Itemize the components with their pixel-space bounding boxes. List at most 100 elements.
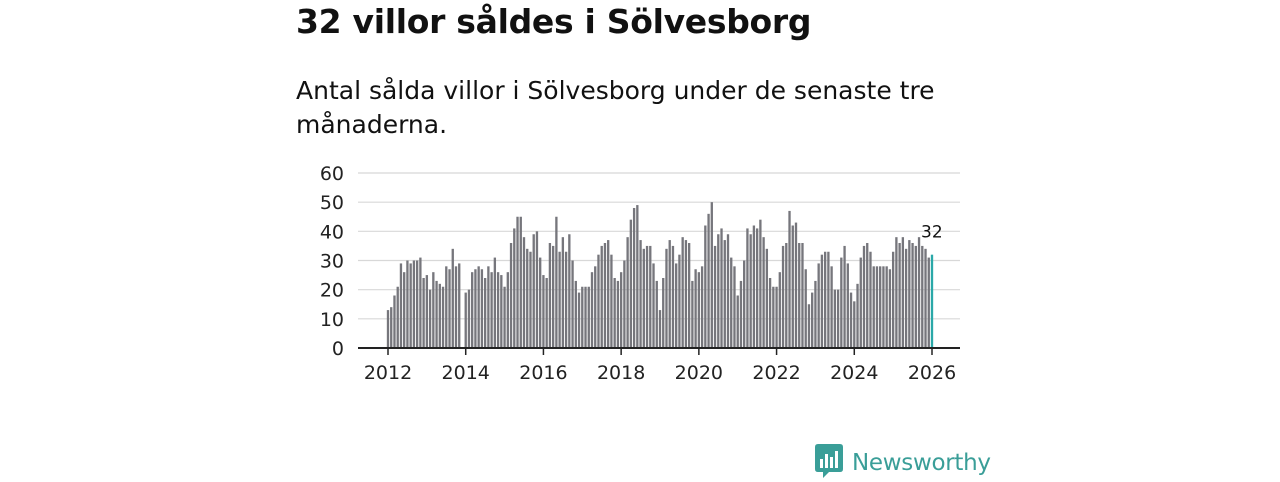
bar <box>739 280 743 348</box>
bar <box>859 257 862 348</box>
bar <box>743 260 746 348</box>
bar <box>513 228 516 348</box>
newsworthy-logo[interactable]: Newsworthy <box>815 444 991 480</box>
bar <box>804 269 807 348</box>
bar <box>921 245 924 348</box>
bar <box>642 248 645 348</box>
bar <box>814 280 817 348</box>
bar <box>710 202 713 348</box>
bar <box>755 228 759 348</box>
chart-subtitle: Antal sålda villor i Sölvesborg under de… <box>296 76 935 139</box>
bar <box>856 283 859 348</box>
bar <box>720 228 723 348</box>
bar <box>697 272 701 348</box>
bar <box>542 275 545 348</box>
bar <box>406 260 409 348</box>
bar <box>704 225 707 348</box>
bar <box>500 275 503 348</box>
x-tick-label: 2016 <box>519 362 567 384</box>
bar <box>467 289 471 348</box>
bar <box>619 272 623 348</box>
bar <box>875 266 879 348</box>
bar <box>901 237 905 348</box>
bar <box>636 205 639 348</box>
bar <box>561 237 565 348</box>
bar <box>801 243 804 348</box>
bar <box>694 269 697 348</box>
bar <box>765 248 769 348</box>
bar <box>898 243 901 348</box>
bar <box>399 263 403 348</box>
bar <box>862 245 866 348</box>
bar <box>471 272 474 348</box>
bar <box>639 240 642 348</box>
bar <box>879 266 882 348</box>
bar <box>772 286 775 348</box>
x-tick-label: 2020 <box>675 362 723 384</box>
bar <box>843 245 846 348</box>
bar <box>594 266 597 348</box>
bar <box>687 243 691 348</box>
bar <box>730 257 733 348</box>
bar <box>474 269 477 348</box>
bar <box>778 272 781 348</box>
bar <box>866 243 869 348</box>
bar <box>522 237 526 348</box>
y-tick-label: 40 <box>320 221 344 243</box>
x-tick-label: 2026 <box>908 362 956 384</box>
bar <box>775 286 778 348</box>
bar <box>454 266 458 348</box>
bar <box>629 219 633 348</box>
bar <box>390 307 393 348</box>
bar <box>425 275 429 348</box>
latest-value-label: 32 <box>921 223 943 243</box>
bar <box>713 245 717 348</box>
bar <box>415 260 419 348</box>
bar <box>600 245 603 348</box>
bar <box>908 240 911 348</box>
bar <box>386 310 390 348</box>
bar <box>490 272 493 348</box>
bar <box>616 280 620 348</box>
bar <box>830 266 833 348</box>
bar <box>911 243 914 348</box>
bar <box>610 254 613 348</box>
bar <box>882 266 885 348</box>
bar <box>516 216 519 348</box>
bar <box>849 292 853 348</box>
bar <box>396 286 399 348</box>
bar <box>746 228 749 348</box>
bar <box>551 245 555 348</box>
bar <box>681 237 684 348</box>
bar <box>833 289 837 348</box>
bar <box>869 251 872 348</box>
bar <box>924 248 927 348</box>
bar <box>927 257 930 348</box>
bar <box>820 254 824 348</box>
y-tick-label: 50 <box>320 192 344 214</box>
bar <box>717 234 720 348</box>
y-tick-label: 60 <box>320 163 344 185</box>
bar <box>493 257 497 348</box>
bar <box>652 263 655 348</box>
bar <box>645 245 649 348</box>
bar <box>587 286 590 348</box>
bar <box>626 237 629 348</box>
bar <box>539 257 542 348</box>
bar <box>759 219 762 348</box>
bar <box>581 286 584 348</box>
bar <box>723 240 726 348</box>
bar <box>555 216 558 348</box>
y-tick-label: 10 <box>320 309 344 331</box>
bar <box>917 237 921 348</box>
bar <box>571 260 574 348</box>
bar <box>794 222 798 348</box>
bar <box>509 243 513 348</box>
bar <box>768 278 772 348</box>
bar <box>668 240 671 348</box>
bar <box>422 278 425 348</box>
bar <box>733 266 736 348</box>
bar <box>590 272 594 348</box>
bar <box>904 248 908 348</box>
chart-title: 32 villor såldes i Sölvesborg <box>296 2 812 41</box>
